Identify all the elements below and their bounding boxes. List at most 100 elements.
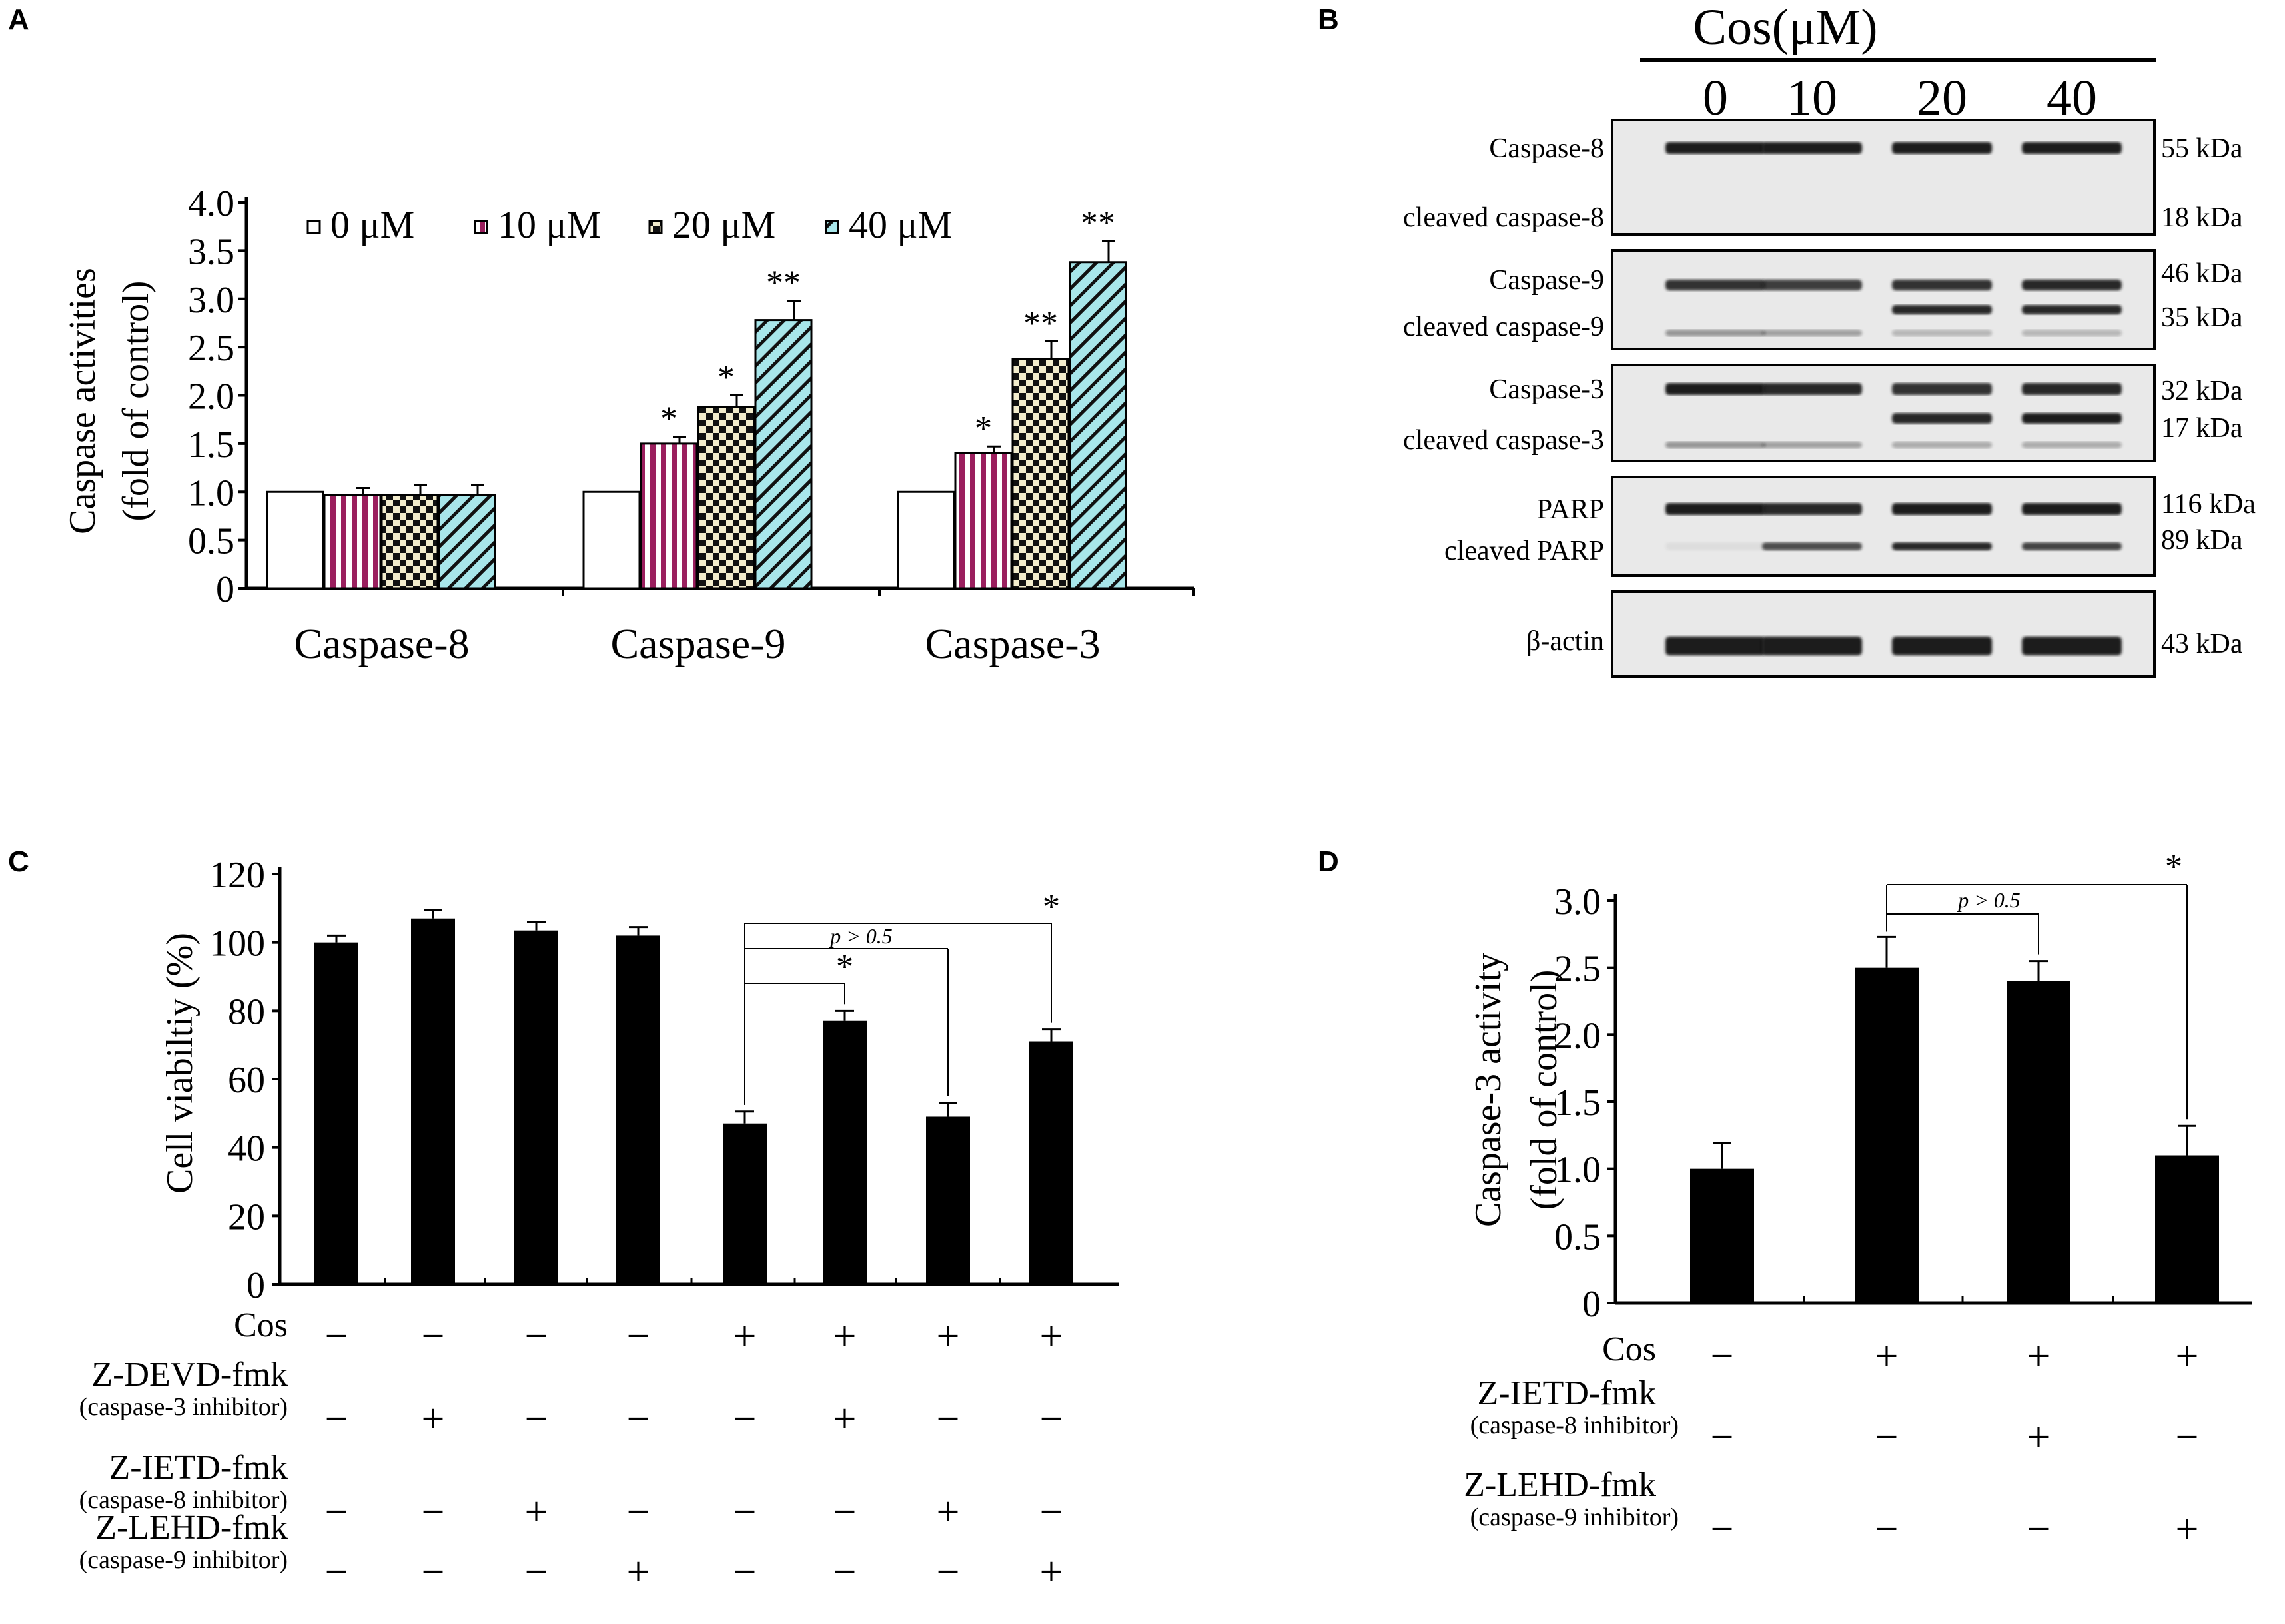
panel-b-band bbox=[1892, 442, 1992, 448]
panel-a: A Caspase activities (fold of control) 0… bbox=[8, 3, 1195, 667]
panel-c-sign: − bbox=[525, 1396, 548, 1441]
panel-d-sign: + bbox=[1875, 1334, 1899, 1379]
panel-d-sign: + bbox=[2027, 1415, 2051, 1460]
panel-b-band bbox=[1762, 330, 1862, 336]
panel-c-sign: − bbox=[733, 1489, 757, 1535]
panel-c-annotations: *p > 0.5* bbox=[744, 888, 1060, 1105]
panel-c-sign: − bbox=[325, 1489, 348, 1535]
panel-b-band bbox=[1762, 383, 1862, 395]
panel-b-band bbox=[1892, 413, 1992, 424]
panel-b-band bbox=[2022, 280, 2122, 290]
panel-b-band bbox=[1762, 280, 1862, 290]
panel-d-ytick-label: 0.5 bbox=[1554, 1216, 1601, 1258]
panel-b-protein-label: Caspase-8 bbox=[1489, 133, 1604, 164]
panel-c-sign: − bbox=[422, 1549, 445, 1595]
panel-b-band bbox=[1665, 330, 1765, 336]
panel-c-sign: + bbox=[525, 1489, 548, 1535]
panel-c-sign: − bbox=[627, 1489, 650, 1535]
panel-d-sign: − bbox=[1711, 1507, 1734, 1552]
panel-b-band bbox=[1892, 542, 1992, 550]
panel-a-bar-blank bbox=[266, 490, 324, 590]
panel-c-sign: − bbox=[627, 1396, 650, 1441]
panel-a-ytick-label: 0.5 bbox=[188, 521, 234, 562]
panel-c-ytick-label: 20 bbox=[228, 1196, 265, 1238]
panel-a-bars: ********* bbox=[266, 204, 1127, 590]
panel-b-band bbox=[1892, 503, 1992, 515]
panel-c-sign: − bbox=[325, 1549, 348, 1595]
panel-d-condition-name: Cos bbox=[1602, 1330, 1656, 1368]
panel-b-band bbox=[2022, 542, 2122, 550]
panel-b-kda-label: 18 kDa bbox=[2161, 203, 2243, 233]
panel-a-bar-blank bbox=[897, 490, 955, 590]
panel-c-axes: 0 20 40 60 80 100 120 bbox=[209, 855, 1119, 1306]
panel-c-sign: + bbox=[937, 1314, 960, 1359]
panel-a-significance-mark: * bbox=[975, 410, 992, 448]
panel-d-ytick-label: 1.0 bbox=[1554, 1150, 1601, 1191]
panel-d-sign: − bbox=[1711, 1334, 1734, 1379]
panel-c-sign: − bbox=[325, 1314, 348, 1359]
panel-a-significance-mark: ** bbox=[1023, 304, 1058, 342]
panel-c-bar bbox=[514, 930, 558, 1284]
panel-b-kda-label: 55 kDa bbox=[2161, 133, 2243, 164]
panel-b-concentration-label: 0 bbox=[1703, 70, 1728, 126]
panel-c-sign: − bbox=[525, 1549, 548, 1595]
panel-c-bar bbox=[1029, 1041, 1073, 1284]
panel-a-significance-mark: * bbox=[660, 400, 678, 438]
panel-c-bar bbox=[314, 942, 358, 1284]
panel-b-band bbox=[1892, 330, 1992, 336]
panel-c-sign: − bbox=[733, 1396, 757, 1441]
panel-d: D Caspase-3 activity (fold of control) 0… bbox=[1318, 845, 2252, 1552]
panel-d-condition-name: Z-LEHD-fmk bbox=[1464, 1466, 1656, 1504]
panel-a-ytick-label: 1.0 bbox=[188, 472, 234, 514]
panel-a-legend-swatch bbox=[474, 220, 488, 234]
panel-b-blots: Caspase-8 cleaved caspase-8 55 kDa 18 kDa Ca… bbox=[1403, 119, 2256, 678]
panel-c-sign: − bbox=[937, 1549, 960, 1595]
panel-b-band bbox=[1665, 542, 1765, 550]
panel-c-ytick-label: 80 bbox=[228, 991, 265, 1032]
panel-c-bar bbox=[823, 1020, 867, 1284]
panel-a-significance-mark: ** bbox=[1081, 204, 1115, 242]
panel-c-annotation-text: p > 0.5 bbox=[829, 924, 893, 948]
panel-c-sign: − bbox=[525, 1314, 548, 1359]
panel-a-ylabel-line2: (fold of control) bbox=[115, 281, 157, 522]
panel-a-bar-blank bbox=[582, 490, 641, 590]
panel-b-protein-label: cleaved PARP bbox=[1444, 536, 1604, 566]
panel-a-bar-vstripe bbox=[954, 452, 1013, 590]
panel-b-band bbox=[1665, 442, 1765, 448]
panel-b-band bbox=[2022, 305, 2122, 314]
panel-d-condition-name: Z-IETD-fmk bbox=[1477, 1374, 1656, 1412]
panel-a-ytick-label: 1.5 bbox=[188, 424, 234, 466]
panel-d-annotation-text: * bbox=[2165, 848, 2182, 886]
panel-b-band bbox=[1892, 280, 1992, 290]
panel-a-ytick-label: 3.5 bbox=[188, 231, 234, 272]
panel-d-sign: − bbox=[2027, 1507, 2051, 1552]
panel-a-bar-diag bbox=[754, 319, 813, 590]
panel-b-band bbox=[1762, 442, 1862, 448]
panel-c-condition-name: Z-LEHD-fmk bbox=[95, 1509, 288, 1547]
panel-b-header: Cos(μM) bbox=[1693, 0, 1877, 55]
panel-d-annotation-text: p > 0.5 bbox=[1957, 888, 2021, 912]
panel-d-ytick-label: 3.0 bbox=[1554, 881, 1601, 923]
panel-d-ytick-label: 2.5 bbox=[1554, 949, 1601, 990]
panel-a-bar-check bbox=[697, 406, 755, 590]
panel-b-blot-frame bbox=[1611, 476, 2156, 577]
panel-c-ytick-label: 100 bbox=[209, 923, 265, 965]
panel-c-ytick-label: 60 bbox=[228, 1060, 265, 1101]
panel-b: B Cos(μM) 0 10 20 40 Caspase-8 cleaved caspa… bbox=[1318, 0, 2256, 678]
panel-a-label: A bbox=[8, 3, 29, 36]
panel-c-sign: + bbox=[937, 1489, 960, 1535]
panel-b-kda-label: 46 kDa bbox=[2161, 258, 2243, 289]
panel-c-sign: + bbox=[1040, 1549, 1063, 1595]
panel-c-bar bbox=[926, 1116, 970, 1284]
panel-a-y-axis-title: Caspase activities (fold of control) bbox=[62, 268, 157, 534]
panel-b-concentration-label: 40 bbox=[2047, 70, 2097, 126]
panel-b-band bbox=[2022, 637, 2122, 655]
panel-d-bars bbox=[1690, 935, 2219, 1303]
panel-b-band bbox=[2022, 442, 2122, 448]
panel-b-protein-label: β-actin bbox=[1526, 626, 1604, 657]
panel-d-sign: − bbox=[1711, 1415, 1734, 1460]
panel-a-legend-label: 10 μM bbox=[498, 203, 601, 246]
panel-a-ytick-label: 3.0 bbox=[188, 280, 234, 321]
